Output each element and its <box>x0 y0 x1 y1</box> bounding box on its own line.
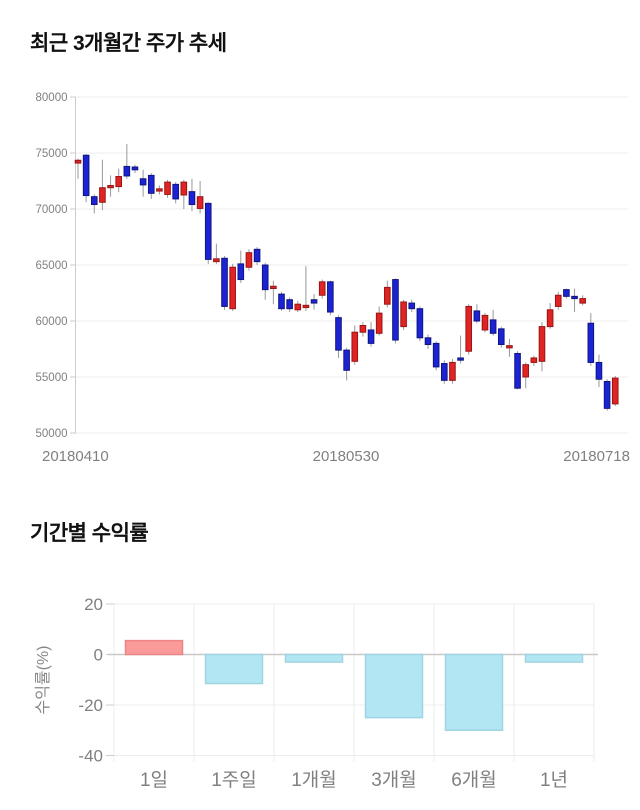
svg-text:20180530: 20180530 <box>313 448 380 465</box>
price-trend-title: 최근 3개월간 주가 추세 <box>30 32 227 55</box>
returns-by-period-title: 기간별 수익률 <box>30 522 149 545</box>
svg-text:80000: 80000 <box>36 92 68 104</box>
svg-text:1개월: 1개월 <box>291 769 337 791</box>
svg-text:3개월: 3개월 <box>371 769 417 791</box>
returns-bar-chart: 20 0 -20 -40 수익률(%) 1일 1주일 1개월 3개월 6개월 1년 <box>34 595 598 791</box>
svg-text:65000: 65000 <box>36 260 68 272</box>
svg-text:20180410: 20180410 <box>42 448 109 465</box>
price-candlestick-chart: 80000 75000 70000 65000 60000 55000 50000 20180… <box>36 92 630 465</box>
svg-text:70000: 70000 <box>36 204 68 216</box>
svg-text:60000: 60000 <box>36 316 68 328</box>
svg-text:6개월: 6개월 <box>451 769 497 791</box>
svg-text:수익률(%): 수익률(%) <box>34 645 52 714</box>
svg-text:55000: 55000 <box>36 372 68 384</box>
svg-text:-20: -20 <box>78 696 103 715</box>
svg-text:1년: 1년 <box>540 769 568 791</box>
svg-text:20180718: 20180718 <box>563 448 630 465</box>
svg-text:1일: 1일 <box>140 769 168 791</box>
svg-text:75000: 75000 <box>36 148 68 160</box>
svg-text:0: 0 <box>94 646 103 665</box>
svg-text:20: 20 <box>84 595 103 614</box>
svg-text:1주일: 1주일 <box>211 769 257 791</box>
svg-text:50000: 50000 <box>36 428 68 440</box>
svg-text:-40: -40 <box>78 747 103 766</box>
